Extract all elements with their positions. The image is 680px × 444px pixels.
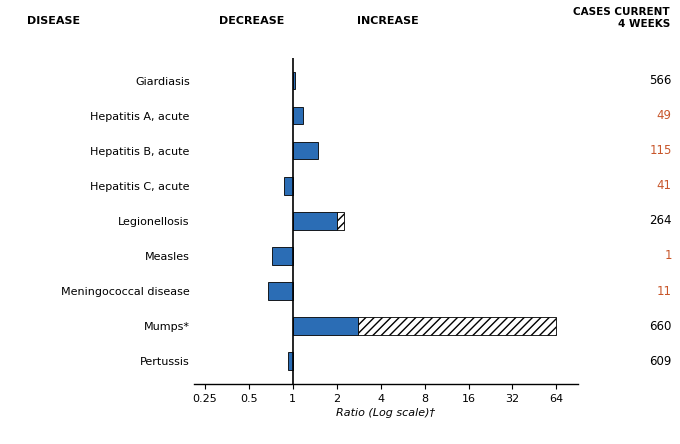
Text: 49: 49 [657,109,672,122]
X-axis label: Ratio (Log scale)†: Ratio (Log scale)† [337,408,435,418]
Bar [292,317,358,335]
Bar [292,72,295,89]
Text: 115: 115 [649,144,672,157]
Text: INCREASE: INCREASE [357,16,419,26]
Bar [288,353,292,370]
Text: 1: 1 [664,250,672,262]
Text: 11: 11 [657,285,672,297]
Bar [269,282,292,300]
Bar [292,212,337,230]
Text: DISEASE: DISEASE [27,16,80,26]
Bar [292,107,303,124]
Text: CASES CURRENT: CASES CURRENT [573,7,670,17]
Bar [292,142,318,159]
Text: 264: 264 [649,214,672,227]
Bar [272,247,292,265]
Text: 41: 41 [657,179,672,192]
Text: 609: 609 [649,355,672,368]
Text: 4 WEEKS: 4 WEEKS [617,19,670,29]
Text: 660: 660 [649,320,672,333]
Bar [358,317,556,335]
Text: DECREASE: DECREASE [219,16,285,26]
Bar [284,177,292,194]
Bar [337,212,344,230]
Text: 566: 566 [649,74,672,87]
